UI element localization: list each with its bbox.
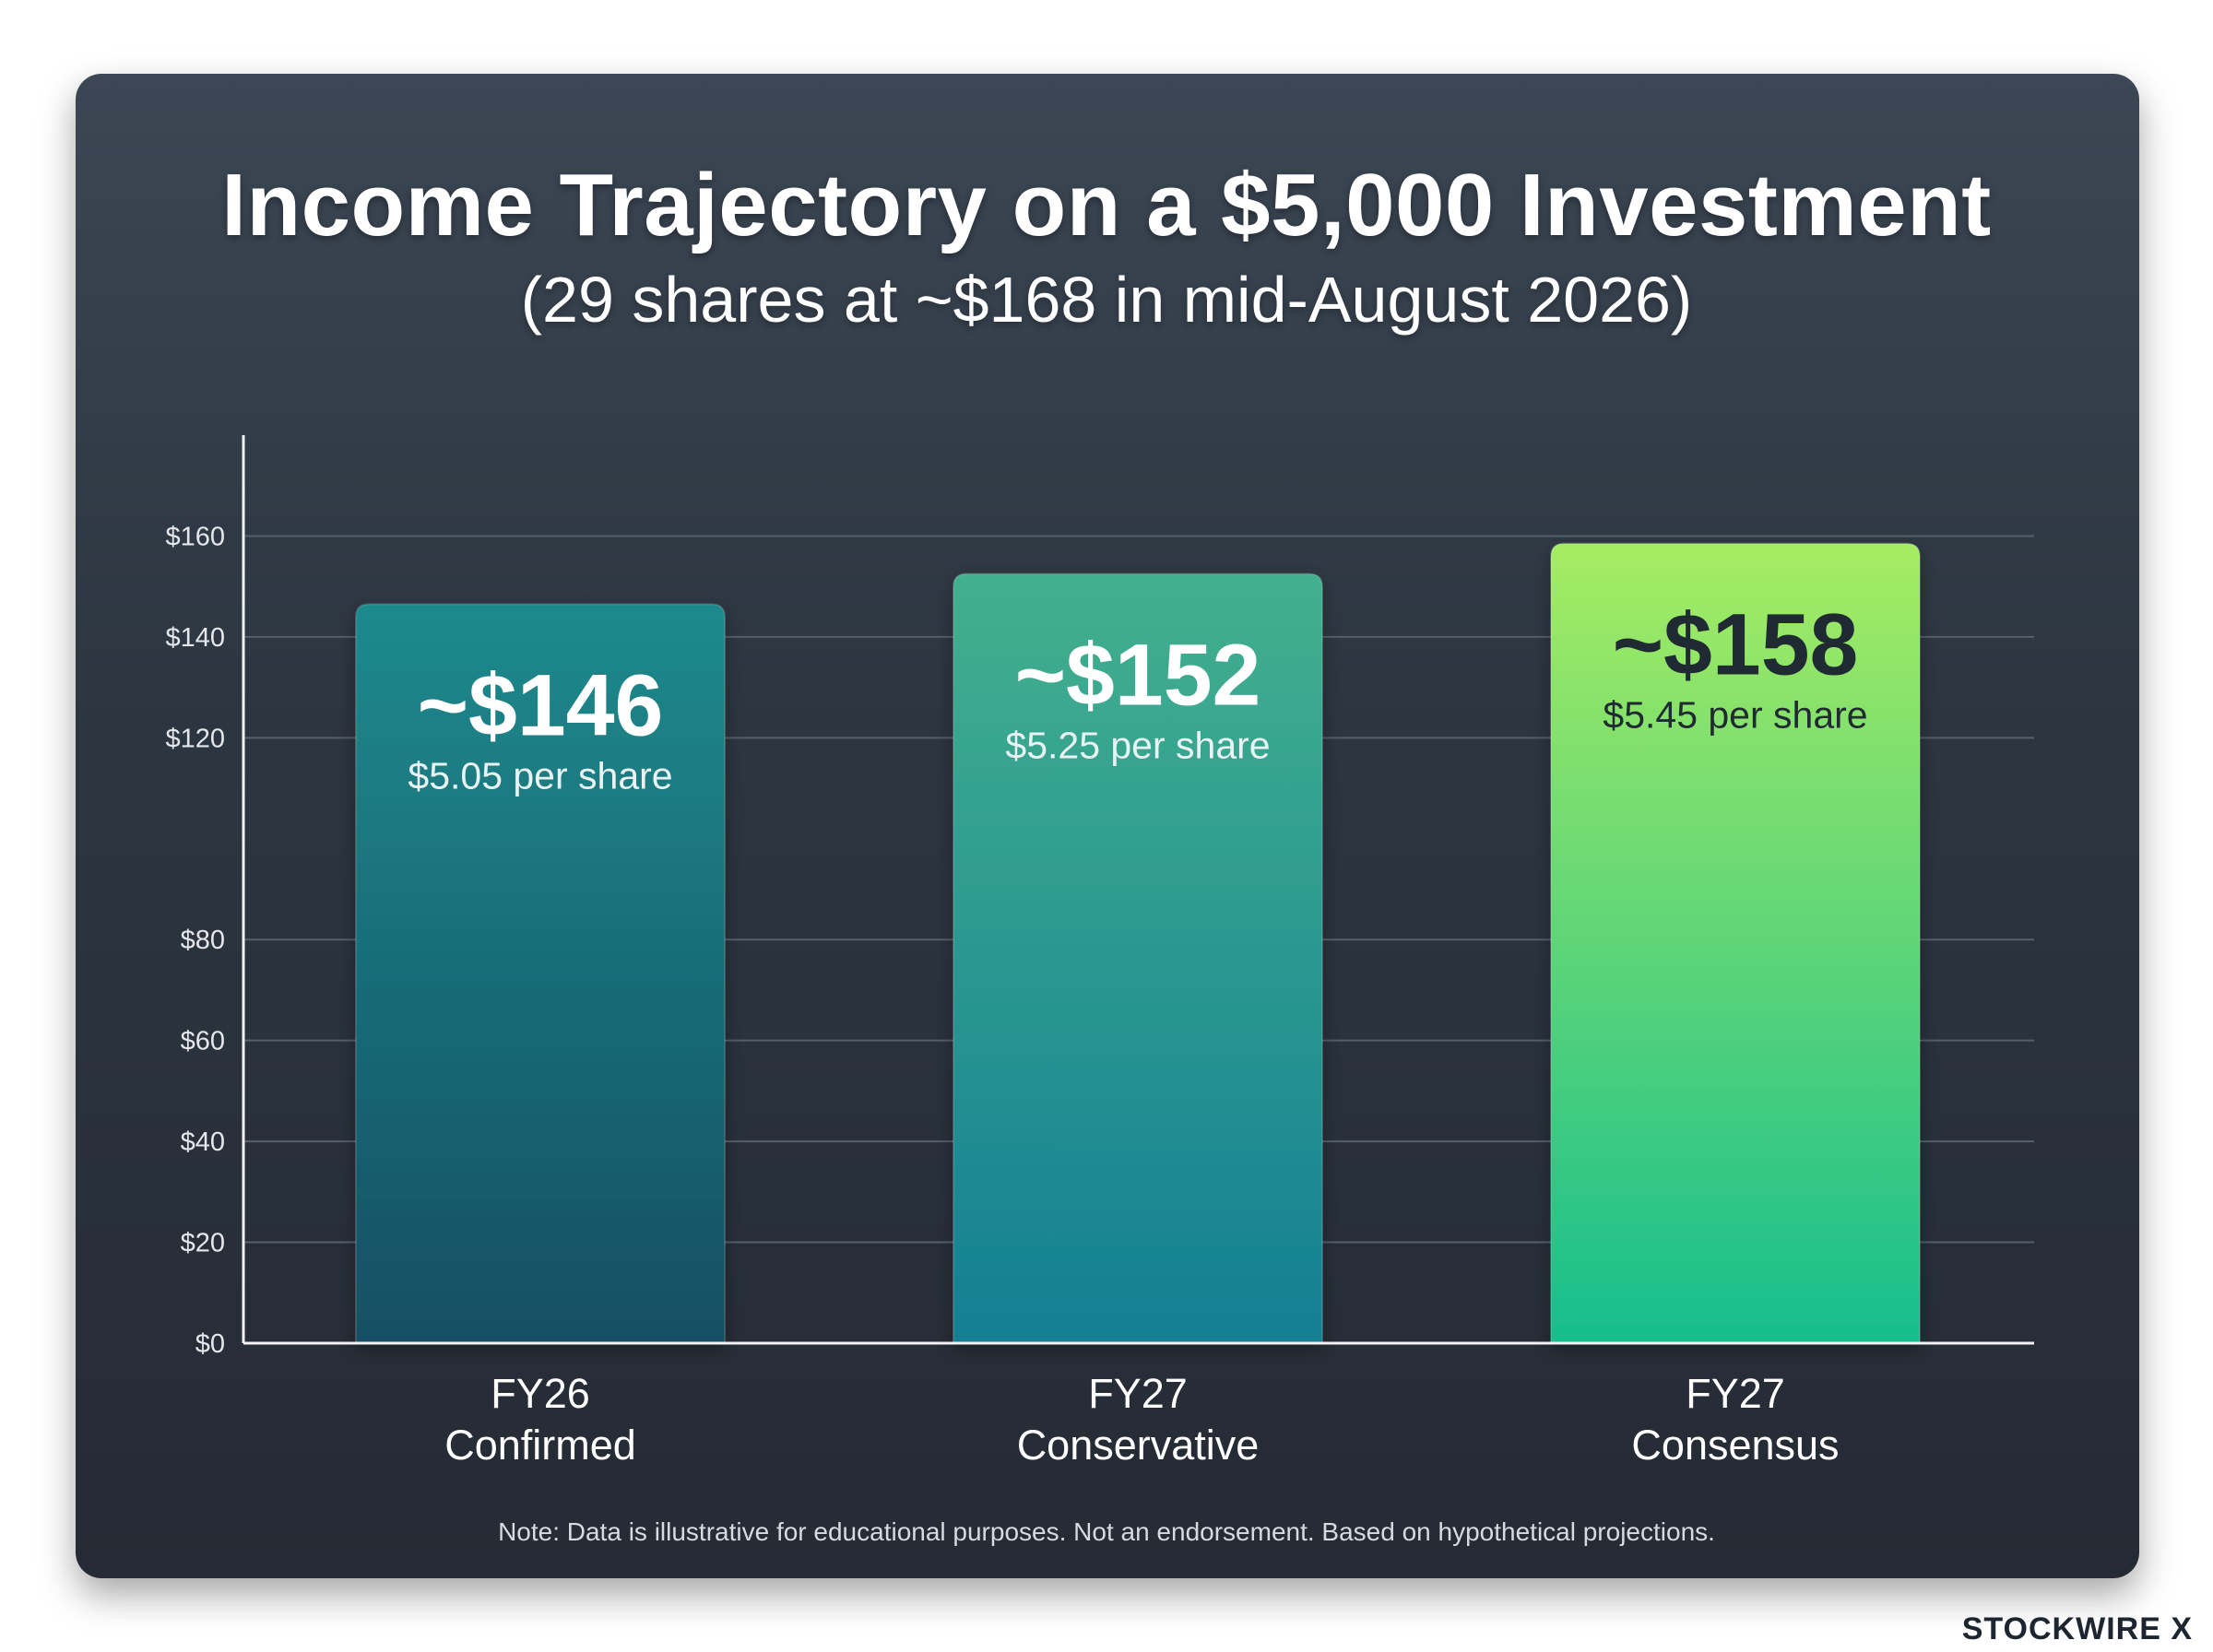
bar-per-share-label: $5.25 per share [1005, 724, 1270, 766]
disclaimer-note: Note: Data is illustrative for education… [498, 1517, 1715, 1546]
x-category-label: Consensus [1631, 1422, 1839, 1469]
bar-per-share-label: $5.45 per share [1603, 694, 1867, 737]
bars [355, 542, 1921, 1344]
axes [242, 435, 2034, 1345]
y-tick-label: $140 [165, 623, 225, 653]
x-category-label: FY27 [1088, 1370, 1188, 1417]
y-tick-label: $40 [181, 1127, 225, 1157]
x-category-label: Confirmed [444, 1422, 636, 1469]
bar [1550, 542, 1921, 1344]
chart-title: Income Trajectory on a $5,000 Investment [221, 156, 1992, 254]
y-tick-label: $80 [181, 926, 225, 955]
bar [355, 603, 726, 1344]
y-tick-label: $0 [195, 1329, 225, 1359]
y-tick-label: $60 [181, 1027, 225, 1056]
x-category-label: FY26 [491, 1370, 590, 1417]
y-tick-label: $120 [165, 724, 225, 753]
bar-value-label: ~$152 [1015, 626, 1261, 724]
bar-value-label: ~$146 [418, 656, 664, 754]
x-category-label: FY27 [1686, 1370, 1785, 1417]
bar-per-share-label: $5.05 per share [408, 754, 672, 796]
bar-value-label: ~$158 [1613, 596, 1859, 694]
labels: $0 $20 $40 $60 $80 $120 $140 $160 ~$146$5.05 per… [165, 522, 1867, 1469]
y-tick-label: $20 [181, 1229, 225, 1258]
brand-logo: STOCKWIRE X [1961, 1611, 2193, 1646]
bar [953, 572, 1323, 1344]
x-category-label: Conservative [1017, 1422, 1260, 1469]
chart-subtitle: (29 shares at ~$168 in mid-August 2026) [520, 264, 1693, 336]
y-tick-label: $160 [165, 522, 225, 551]
